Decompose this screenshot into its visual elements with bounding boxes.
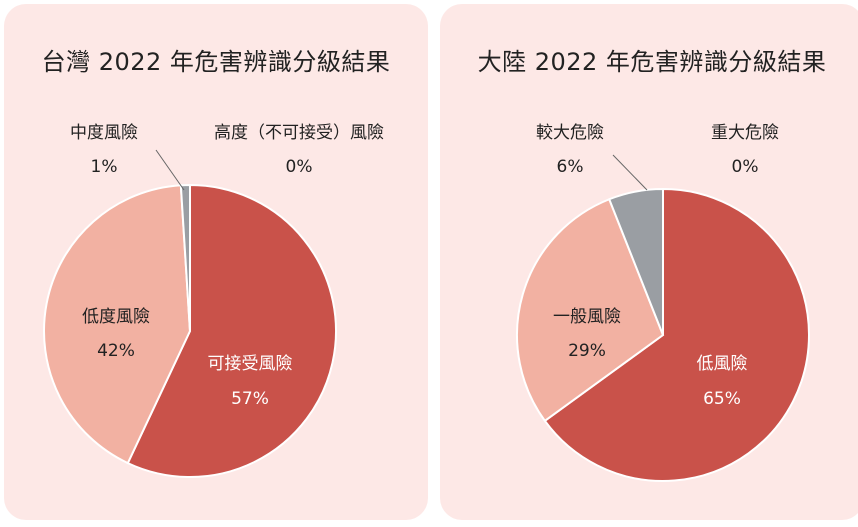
label-major-danger: 較大危險 xyxy=(536,123,604,143)
chart-title: 大陸 2022 年危害辨識分級結果 xyxy=(477,48,827,76)
leader-line-medium-risk xyxy=(155,149,185,191)
label-low-risk: 低度風險 xyxy=(82,307,150,327)
value-high-risk: 0% xyxy=(286,157,313,177)
value-severe-danger: 0% xyxy=(732,157,759,177)
value-major-danger: 6% xyxy=(557,157,584,177)
pie-chart-taiwan: 中度風險 1% 高度（不可接受）風險 0% 低度風險 42% 可接受風險 57% xyxy=(43,123,384,478)
value-medium-risk: 1% xyxy=(91,157,118,177)
label-general-risk: 一般風險 xyxy=(553,307,621,327)
label-low-risk: 低風險 xyxy=(697,354,748,374)
label-severe-danger: 重大危險 xyxy=(711,123,779,143)
value-general-risk: 29% xyxy=(568,341,606,361)
leader-line-major-danger xyxy=(612,154,648,191)
slice-low-risk xyxy=(543,187,810,482)
chart-panel-mainland: 大陸 2022 年危害辨識分級結果 較大危險 6% 重大危險 0% 一般風險 2… xyxy=(440,4,858,520)
label-medium-risk: 中度風險 xyxy=(70,123,138,143)
slice-acceptable-risk xyxy=(126,183,337,478)
value-low-risk: 65% xyxy=(703,389,741,409)
pie-chart-mainland: 較大危險 6% 重大危險 0% 一般風險 29% 低風險 65% xyxy=(516,123,810,482)
slice-major-danger xyxy=(607,187,664,336)
chart-title: 台灣 2022 年危害辨識分級結果 xyxy=(41,48,391,76)
value-low-risk: 42% xyxy=(97,341,135,361)
chart-panel-taiwan: 台灣 2022 年危害辨識分級結果 中度風險 1% 高度（不可接受）風險 0% … xyxy=(4,4,428,520)
label-acceptable-risk: 可接受風險 xyxy=(208,354,293,374)
slice-low-risk xyxy=(43,184,192,465)
slice-general-risk xyxy=(516,197,665,423)
label-high-risk: 高度（不可接受）風險 xyxy=(214,123,384,143)
value-acceptable-risk: 57% xyxy=(231,389,269,409)
